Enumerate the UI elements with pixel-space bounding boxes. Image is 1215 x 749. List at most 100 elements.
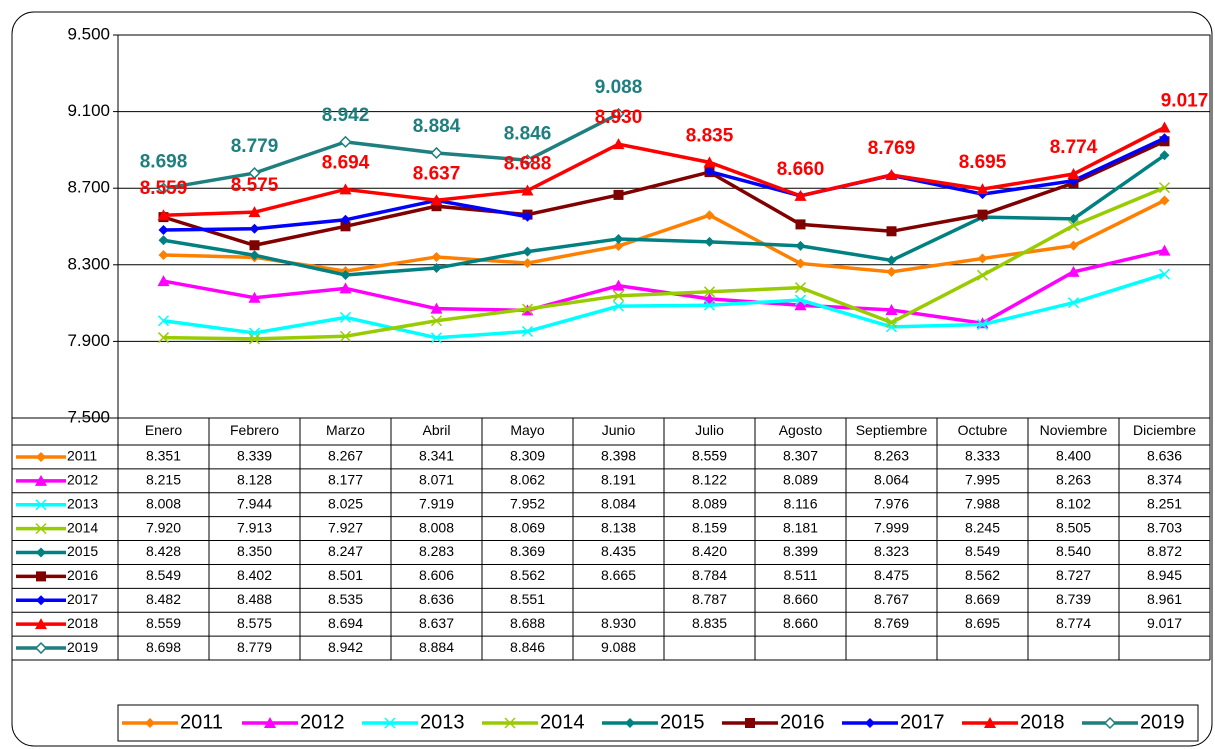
marker xyxy=(613,241,624,252)
table-cell: 8.159 xyxy=(692,519,727,535)
legend-label: 2018 xyxy=(1020,711,1065,733)
marker xyxy=(794,294,807,306)
table-cell: 8.402 xyxy=(237,567,272,583)
marker xyxy=(145,718,155,728)
table-cell: 7.999 xyxy=(874,519,909,535)
table-cell: 8.008 xyxy=(146,495,181,511)
marker xyxy=(248,206,261,218)
marker xyxy=(885,316,898,328)
marker xyxy=(1067,265,1080,277)
table-cell: 8.089 xyxy=(783,472,818,488)
marker xyxy=(36,547,46,558)
marker xyxy=(249,250,260,261)
marker xyxy=(612,300,625,312)
legend-label: 2015 xyxy=(660,711,705,733)
marker xyxy=(249,223,260,234)
table-cell: 8.025 xyxy=(328,495,363,511)
table-cell: 8.549 xyxy=(146,567,181,583)
marker xyxy=(1067,168,1080,180)
table-cell: 8.323 xyxy=(874,543,909,559)
x-tick-label: Noviembre xyxy=(1040,422,1108,438)
table-row-label: 2015 xyxy=(67,543,98,559)
table-cell: 8.245 xyxy=(965,519,1000,535)
marker xyxy=(704,236,715,247)
marker xyxy=(339,135,352,148)
marker xyxy=(158,235,169,246)
table-row-label: 2019 xyxy=(67,639,98,655)
legend-label: 2016 xyxy=(780,711,825,733)
marker xyxy=(977,253,988,264)
table-cell: 8.398 xyxy=(601,448,636,464)
legend-label: 2014 xyxy=(540,711,585,733)
table-cell: 8.263 xyxy=(1056,472,1091,488)
marker xyxy=(431,251,442,262)
table-cell: 7.919 xyxy=(419,495,454,511)
table-cell: 8.787 xyxy=(692,591,727,607)
table-cell: 8.727 xyxy=(1056,567,1091,583)
x-tick-label: Agosto xyxy=(779,422,823,438)
table-cell: 8.665 xyxy=(601,567,636,583)
table-cell: 8.307 xyxy=(783,448,818,464)
table-cell: 8.064 xyxy=(874,472,909,488)
table-cell: 8.062 xyxy=(510,472,545,488)
data-label: 8.637 xyxy=(413,163,461,184)
table-cell: 7.920 xyxy=(146,519,181,535)
data-label: 8.835 xyxy=(686,125,734,146)
marker xyxy=(984,717,996,728)
marker xyxy=(339,330,352,342)
x-tick-label: Marzo xyxy=(326,422,365,438)
table-cell: 8.660 xyxy=(783,615,818,631)
table-cell: 8.283 xyxy=(419,543,454,559)
series-line xyxy=(163,186,1166,341)
marker xyxy=(339,311,352,323)
legend-label: 2019 xyxy=(1140,711,1185,733)
table-cell: 8.559 xyxy=(692,448,727,464)
table-row-label: 2017 xyxy=(67,591,98,607)
marker xyxy=(35,523,47,535)
table-cell: 8.341 xyxy=(419,448,454,464)
marker xyxy=(885,321,898,333)
marker xyxy=(157,275,170,287)
marker xyxy=(248,291,261,303)
series-line xyxy=(163,153,1166,277)
data-label: 8.695 xyxy=(959,152,1007,173)
data-label: 9.088 xyxy=(595,77,643,98)
marker xyxy=(521,184,534,196)
data-label: 8.559 xyxy=(140,178,188,199)
marker xyxy=(157,315,170,327)
data-label: 8.575 xyxy=(231,175,279,196)
table-cell: 8.872 xyxy=(1147,543,1182,559)
marker xyxy=(340,221,351,232)
table-cell: 8.779 xyxy=(237,639,272,655)
table-cell: 8.767 xyxy=(874,591,909,607)
y-tick-label: 8.300 xyxy=(67,254,110,273)
data-label: 8.942 xyxy=(322,105,370,126)
table-cell: 8.739 xyxy=(1056,591,1091,607)
marker xyxy=(1068,240,1079,251)
data-label: 8.698 xyxy=(140,152,188,173)
y-tick-label: 7.900 xyxy=(67,331,110,350)
legend-label: 2013 xyxy=(420,711,465,733)
table-cell: 7.944 xyxy=(237,495,272,511)
table-cell: 8.488 xyxy=(237,591,272,607)
table-cell: 8.177 xyxy=(328,472,363,488)
marker xyxy=(248,333,261,345)
marker xyxy=(625,718,635,728)
table-cell: 8.428 xyxy=(146,543,181,559)
marker xyxy=(430,302,443,314)
table-cell: 8.084 xyxy=(601,495,636,511)
marker xyxy=(612,290,625,302)
table-cell: 7.976 xyxy=(874,495,909,511)
marker xyxy=(522,258,533,269)
marker xyxy=(34,641,48,655)
marker xyxy=(339,183,352,195)
table-cell: 8.089 xyxy=(692,495,727,511)
marker xyxy=(340,214,351,225)
marker xyxy=(704,166,715,177)
marker xyxy=(158,224,169,235)
marker xyxy=(976,183,989,195)
table-cell: 8.351 xyxy=(146,448,181,464)
data-label: 9.017 xyxy=(1161,91,1209,112)
table-cell: 8.116 xyxy=(784,495,818,511)
table-cell: 8.122 xyxy=(692,472,727,488)
